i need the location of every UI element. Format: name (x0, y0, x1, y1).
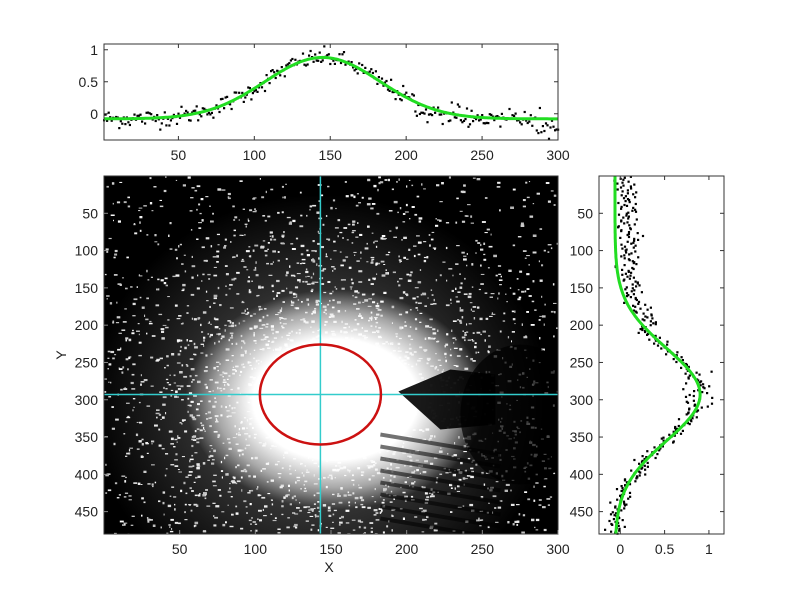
side-y-tick-label: 150 (570, 280, 594, 296)
x-axis-label: X (324, 559, 334, 575)
image-x-tick-label: 300 (546, 541, 570, 557)
top-x-tick-label: 300 (546, 147, 570, 163)
top-axis-ticks: 50 100 150 200 250 300 0 0.5 1 (79, 42, 570, 163)
top-plot-area (104, 44, 558, 140)
side-plot-area (599, 176, 724, 534)
side-y-tick-label: 250 (570, 354, 594, 370)
image-x-tick-label: 100 (244, 541, 268, 557)
diagonal-fringes (380, 432, 501, 534)
beam-image-plot: 50 100 150 200 250 300 50 100 150 200 250 300 350 400… (53, 175, 570, 575)
image-y-tick-label: 250 (75, 354, 99, 370)
dark-notch-region (398, 344, 558, 485)
side-x-tick-label: 0.5 (655, 541, 675, 557)
side-y-tick-label: 100 (570, 243, 594, 259)
top-plot-frame (103, 43, 559, 141)
side-gaussian-fit-line (613, 176, 702, 534)
top-x-tick-label: 200 (394, 147, 418, 163)
top-profile-plot: 50 100 150 200 250 300 0 0.5 1 (79, 42, 570, 163)
image-x-tick-label: 50 (172, 541, 188, 557)
image-y-tick-label: 400 (75, 466, 99, 482)
image-x-tick-label: 200 (395, 541, 419, 557)
top-x-tick-label: 50 (171, 147, 187, 163)
top-x-tick-label: 150 (319, 147, 343, 163)
side-x-tick-label: 1 (705, 541, 713, 557)
image-x-tick-label: 250 (471, 541, 495, 557)
side-x-tick-label: 0 (616, 541, 624, 557)
beam-spot (185, 289, 486, 510)
top-y-tick-label: 0.5 (79, 74, 99, 90)
image-y-tick-label: 50 (82, 205, 98, 221)
fit-ellipse (258, 343, 383, 446)
image-y-tick-label: 150 (75, 280, 99, 296)
image-y-tick-label: 200 (75, 317, 99, 333)
y-axis-label: Y (53, 350, 69, 360)
side-y-tick-label: 350 (570, 429, 594, 445)
side-plot-frame (598, 175, 725, 535)
image-y-tick-label: 300 (75, 392, 99, 408)
top-y-tick-label: 0 (90, 106, 98, 122)
top-y-tick-label: 1 (90, 42, 98, 58)
top-x-tick-label: 100 (243, 147, 267, 163)
image-x-tick-label: 150 (319, 541, 343, 557)
top-x-tick-label: 250 (470, 147, 494, 163)
side-y-tick-label: 450 (570, 504, 594, 520)
top-gaussian-fit-line (104, 55, 558, 121)
image-axis-ticks: 50 100 150 200 250 300 50 100 150 200 250 300 350 400… (75, 205, 570, 557)
image-y-tick-label: 450 (75, 504, 99, 520)
side-y-tick-label: 400 (570, 466, 594, 482)
side-y-tick-label: 200 (570, 317, 594, 333)
image-y-tick-label: 100 (75, 243, 99, 259)
side-y-tick-label: 50 (577, 205, 593, 221)
side-y-tick-label: 300 (570, 392, 594, 408)
image-y-tick-label: 350 (75, 429, 99, 445)
